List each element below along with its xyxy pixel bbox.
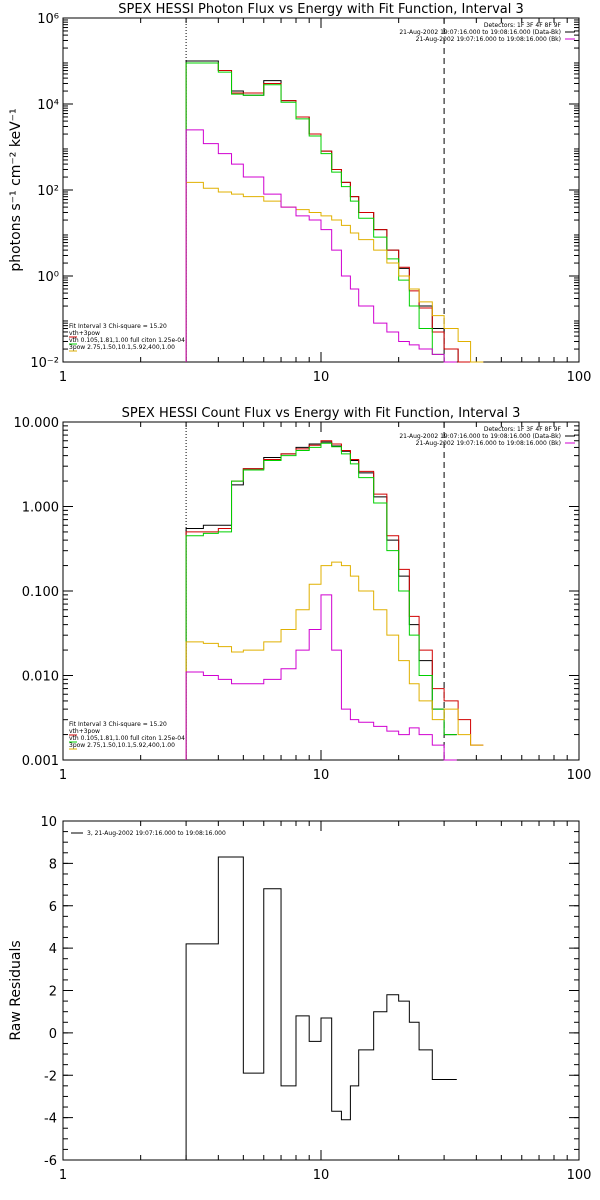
legend-text: 3, 21-Aug-2002 19:07:16.000 to 19:08:16.… <box>87 830 226 837</box>
series-vth-3pow <box>185 62 484 363</box>
legend-text: vth+3pow <box>69 728 100 735</box>
x-tick-label: 10 <box>313 768 330 783</box>
legend-text: 3pow 2.75,1.50,10.1,5.92,400,1.00 <box>69 344 175 351</box>
x-tick-label: 100 <box>567 768 592 783</box>
header-text-line: Detectors: 1F 3F 4F 8F 9F <box>484 22 562 29</box>
chart-title: SPEX HESSI Photon Flux vs Energy with Fi… <box>118 2 524 17</box>
legend-text: vth 0.105,1.81,1.00 full citon 1.25e-04 <box>69 735 185 742</box>
legend-text: vth 0.105,1.81,1.00 full citon 1.25e-04 <box>69 337 185 344</box>
y-tick-label: 10⁴ <box>37 98 59 113</box>
y-tick-label: 10.000 <box>14 416 60 431</box>
chart-title: SPEX HESSI Count Flux vs Energy with Fit… <box>122 406 521 421</box>
y-axis-label: photons s⁻¹ cm⁻² keV⁻¹ <box>8 108 24 271</box>
series-vth <box>185 442 457 760</box>
y-tick-label: 0 <box>49 1027 57 1042</box>
header-text-line: 21-Aug-2002 19:07:16.000 to 19:08:16.000… <box>416 36 561 43</box>
x-tick-label: 10 <box>313 1168 330 1183</box>
y-tick-label: -2 <box>44 1069 57 1084</box>
legend-text: Fit Interval 3 Chi-square = 15.20 <box>69 323 167 330</box>
legend-text: 3pow 2.75,1.50,10.1,5.92,400,1.00 <box>69 742 175 749</box>
y-tick-label: 10⁰ <box>37 270 59 285</box>
x-tick-label: 1 <box>59 370 67 385</box>
y-tick-label: 10⁶ <box>37 12 59 27</box>
x-tick-label: 10 <box>313 370 330 385</box>
plot-frame <box>62 820 580 1161</box>
series-3-21-aug-2002-19-07-16-000-to-19-08-16-000 <box>185 856 457 1160</box>
series-data-bk <box>185 60 484 363</box>
y-tick-label: 6 <box>49 900 57 915</box>
y-tick-label: 10 <box>40 815 57 830</box>
y-tick-label: 10² <box>37 184 59 199</box>
header-text-line: 21-Aug-2002 19:07:16.000 to 19:08:16.000… <box>399 433 561 440</box>
series-data-bk <box>185 441 457 760</box>
series-bk <box>185 129 457 363</box>
y-tick-label: -6 <box>44 1154 57 1169</box>
y-tick-label: 10⁻² <box>30 356 59 371</box>
legend-text: Fit Interval 3 Chi-square = 15.20 <box>69 721 167 728</box>
y-tick-label: 8 <box>49 857 57 872</box>
plot-frame <box>62 421 580 761</box>
x-tick-label: 100 <box>567 1168 592 1183</box>
chart-panel-2: SPEX HESSI Count Flux vs Energy with Fit… <box>14 406 592 783</box>
header-text-line: Detectors: 1F 3F 4F 8F 9F <box>484 426 562 433</box>
header-text-line: 21-Aug-2002 19:07:16.000 to 19:08:16.000… <box>399 29 561 36</box>
y-tick-label: 4 <box>49 942 57 957</box>
y-tick-label: -4 <box>44 1112 57 1127</box>
series-vth-3pow <box>185 440 484 760</box>
legend-text: vth+3pow <box>69 330 100 337</box>
chart-panel-1: SPEX HESSI Photon Flux vs Energy with Fi… <box>8 2 591 385</box>
y-axis-label: Raw Residuals <box>8 940 24 1040</box>
y-tick-label: 1.000 <box>22 501 59 516</box>
y-tick-label: 0.100 <box>22 585 59 600</box>
series-3pow <box>185 181 484 363</box>
y-tick-label: 0.010 <box>22 670 59 685</box>
x-tick-label: 1 <box>59 1168 67 1183</box>
x-tick-label: 100 <box>567 370 592 385</box>
chart-panel-3: 1 10 100 -6 -4 -2 0 2 4 6 8 10 Raw Residuals 3, 21-Au… <box>8 815 591 1183</box>
series-3pow <box>185 561 484 760</box>
y-tick-label: 2 <box>49 985 57 1000</box>
plot-frame <box>62 17 580 363</box>
y-tick-label: 0.001 <box>22 754 59 769</box>
header-text-line: 21-Aug-2002 19:07:16.000 to 19:08:16.000… <box>416 440 561 447</box>
series-vth <box>185 62 457 363</box>
x-tick-label: 1 <box>59 768 67 783</box>
series-bk <box>185 594 457 761</box>
